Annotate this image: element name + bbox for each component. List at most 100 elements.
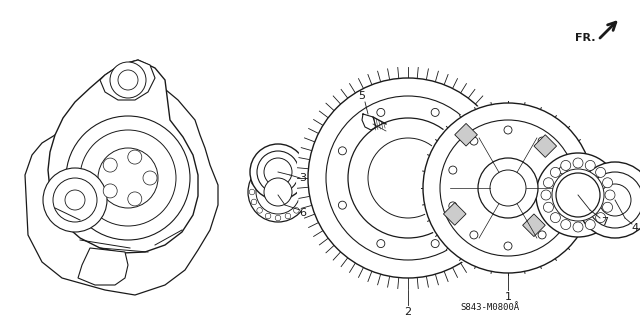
Circle shape (449, 166, 457, 174)
Circle shape (256, 170, 300, 214)
Circle shape (377, 108, 385, 116)
Polygon shape (78, 248, 128, 285)
Circle shape (294, 171, 299, 176)
Circle shape (470, 201, 477, 209)
Circle shape (538, 231, 546, 239)
Circle shape (423, 103, 593, 273)
Circle shape (103, 184, 117, 198)
Circle shape (504, 242, 512, 250)
Circle shape (543, 202, 554, 212)
Circle shape (264, 178, 292, 206)
Circle shape (603, 178, 612, 188)
Circle shape (603, 202, 612, 212)
Text: 4: 4 (632, 223, 639, 233)
Circle shape (470, 147, 477, 155)
Circle shape (265, 165, 271, 171)
Text: 3: 3 (300, 173, 307, 183)
Circle shape (265, 213, 271, 219)
Text: 6: 6 (300, 208, 307, 218)
Circle shape (585, 220, 595, 229)
Circle shape (449, 202, 457, 210)
Polygon shape (25, 78, 218, 295)
Circle shape (294, 208, 299, 213)
Circle shape (53, 178, 97, 222)
Circle shape (559, 166, 567, 174)
Circle shape (300, 199, 305, 205)
Circle shape (248, 162, 308, 222)
Circle shape (596, 212, 605, 223)
Circle shape (559, 202, 567, 210)
Circle shape (561, 220, 571, 229)
Bar (444, 203, 466, 225)
Circle shape (561, 160, 571, 171)
Text: S843-M0800Å: S843-M0800Å (460, 303, 520, 313)
Circle shape (143, 171, 157, 185)
Circle shape (599, 184, 631, 216)
Circle shape (585, 160, 595, 171)
Circle shape (264, 158, 292, 186)
Circle shape (308, 78, 508, 278)
Circle shape (556, 173, 600, 217)
Circle shape (431, 108, 439, 116)
Circle shape (251, 179, 257, 185)
Circle shape (470, 231, 478, 239)
Circle shape (250, 144, 306, 200)
Circle shape (118, 70, 138, 90)
Circle shape (573, 158, 583, 168)
Circle shape (470, 137, 478, 145)
Text: 1: 1 (504, 292, 511, 302)
Circle shape (257, 208, 262, 213)
Circle shape (541, 190, 551, 200)
Circle shape (538, 137, 546, 145)
Circle shape (536, 153, 620, 237)
Circle shape (275, 215, 281, 221)
Circle shape (339, 201, 346, 209)
Circle shape (275, 163, 281, 169)
Text: 2: 2 (404, 307, 412, 317)
Circle shape (550, 167, 561, 177)
Circle shape (301, 189, 307, 195)
Circle shape (66, 116, 190, 240)
Circle shape (587, 172, 640, 228)
Circle shape (368, 138, 448, 218)
Circle shape (577, 162, 640, 238)
Bar (523, 214, 545, 236)
Circle shape (326, 96, 490, 260)
Circle shape (605, 190, 615, 200)
Circle shape (550, 212, 561, 223)
Circle shape (285, 213, 291, 219)
Circle shape (103, 158, 117, 172)
Circle shape (128, 192, 142, 206)
Circle shape (440, 120, 576, 256)
Circle shape (257, 171, 262, 176)
Circle shape (257, 151, 299, 193)
Circle shape (80, 130, 176, 226)
Circle shape (421, 101, 595, 275)
Circle shape (98, 148, 158, 208)
Circle shape (110, 62, 146, 98)
Circle shape (249, 189, 255, 195)
Text: 7: 7 (602, 217, 609, 227)
Circle shape (339, 147, 346, 155)
Circle shape (128, 150, 142, 164)
Circle shape (431, 240, 439, 248)
Circle shape (543, 178, 554, 188)
Circle shape (296, 66, 520, 290)
Circle shape (596, 167, 605, 177)
Bar (534, 135, 557, 157)
Circle shape (300, 179, 305, 185)
Text: 5: 5 (358, 91, 365, 101)
Circle shape (504, 126, 512, 134)
Text: FR.: FR. (575, 33, 595, 43)
Circle shape (377, 240, 385, 248)
Circle shape (552, 169, 604, 221)
Bar (455, 124, 477, 146)
Circle shape (490, 170, 526, 206)
Polygon shape (48, 60, 198, 253)
Circle shape (43, 168, 107, 232)
Circle shape (65, 190, 85, 210)
Polygon shape (100, 60, 155, 100)
Circle shape (251, 199, 257, 205)
Circle shape (573, 222, 583, 232)
Circle shape (478, 158, 538, 218)
